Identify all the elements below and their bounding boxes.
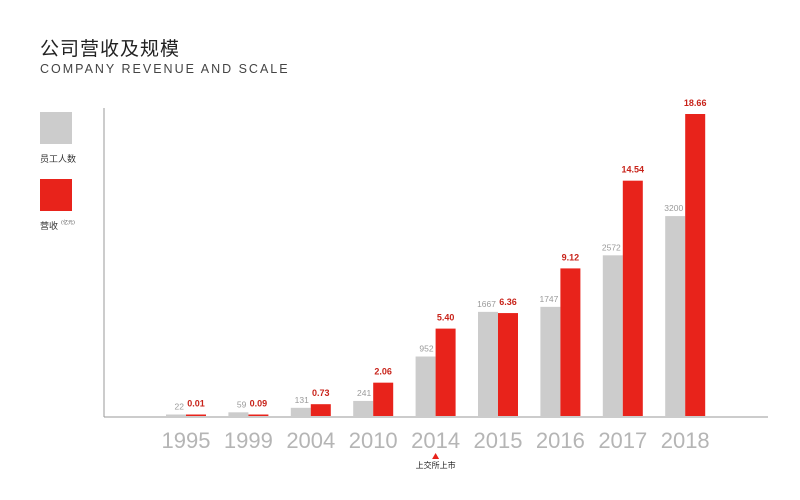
legend-employees-text: 员工人数: [40, 155, 77, 165]
legend-label-revenue: 营收 (亿元): [40, 219, 75, 232]
value-label-employees-1999: 59: [237, 399, 247, 409]
x-tick-label-1999: 1999: [224, 428, 273, 453]
value-label-revenue-2014: 5.40: [437, 313, 455, 323]
bars-group: [166, 114, 706, 416]
legend-revenue-unit: (亿元): [61, 220, 75, 226]
bar-employees-2016: [540, 306, 561, 416]
bar-employees-2004: [290, 407, 311, 416]
bar-revenue-1995: [186, 414, 206, 416]
value-label-employees-2017: 2572: [602, 242, 621, 252]
bar-employees-2010: [353, 400, 374, 416]
value-label-revenue-2017: 14.54: [622, 165, 645, 175]
value-label-revenue-2018: 18.66: [684, 98, 707, 108]
value-label-revenue-2010: 2.06: [374, 367, 392, 377]
value-label-employees-2014: 952: [419, 344, 433, 354]
bar-revenue-2017: [622, 180, 643, 416]
bar-employees-2018: [665, 216, 686, 416]
bar-revenue-2004: [310, 404, 331, 416]
bar-employees-2017: [602, 255, 623, 416]
bar-revenue-2015: [498, 313, 518, 416]
legend-label-employees: 员工人数: [40, 152, 76, 165]
value-label-revenue-2004: 0.73: [312, 388, 330, 398]
bar-revenue-2014: [435, 328, 456, 416]
bar-revenue-2010: [373, 382, 394, 416]
bar-employees-2014: [415, 356, 436, 416]
annotation-label: 上交所上市: [416, 460, 456, 470]
bar-revenue-2018: [685, 114, 706, 416]
legend-swatch-employees: [40, 112, 72, 144]
value-label-employees-2016: 1747: [539, 294, 558, 304]
x-tick-label-2014: 2014: [411, 428, 460, 453]
chart-subtitle: COMPANY REVENUE AND SCALE: [40, 62, 290, 76]
x-tick-label-2015: 2015: [474, 428, 523, 453]
legend-swatch-revenue: [40, 179, 72, 211]
x-tick-label-2016: 2016: [536, 428, 585, 453]
bar-employees-1999: [228, 412, 249, 416]
x-tick-label-1995: 1995: [162, 428, 211, 453]
x-tick-label-2004: 2004: [286, 428, 335, 453]
annotation-marker-icon: [432, 453, 440, 459]
annotation-group: 上交所上市: [416, 453, 456, 470]
x-ticks-group: 1995 1999 2004 2010 2014 2015 2016 2017 2018: [162, 428, 710, 453]
x-tick-label-2018: 2018: [661, 428, 710, 453]
bar-employees-2015: [478, 311, 498, 416]
value-label-employees-2018: 3200: [664, 203, 683, 213]
value-label-employees-2010: 241: [357, 388, 371, 398]
value-label-employees-2004: 131: [295, 395, 309, 405]
value-label-employees-1995: 22: [175, 402, 185, 412]
legend-revenue-text: 营收: [40, 222, 59, 232]
bar-employees-1995: [166, 414, 186, 416]
value-label-revenue-1995: 0.01: [187, 399, 205, 409]
x-tick-label-2010: 2010: [349, 428, 398, 453]
bar-revenue-1999: [248, 414, 269, 416]
value-label-employees-2015: 1667: [477, 299, 496, 309]
value-label-revenue-1999: 0.09: [250, 399, 268, 409]
value-label-revenue-2016: 9.12: [562, 252, 580, 262]
x-tick-label-2017: 2017: [598, 428, 647, 453]
value-label-revenue-2015: 6.36: [499, 297, 517, 307]
bar-revenue-2016: [560, 268, 581, 416]
chart-title: 公司营收及规模: [40, 38, 181, 60]
